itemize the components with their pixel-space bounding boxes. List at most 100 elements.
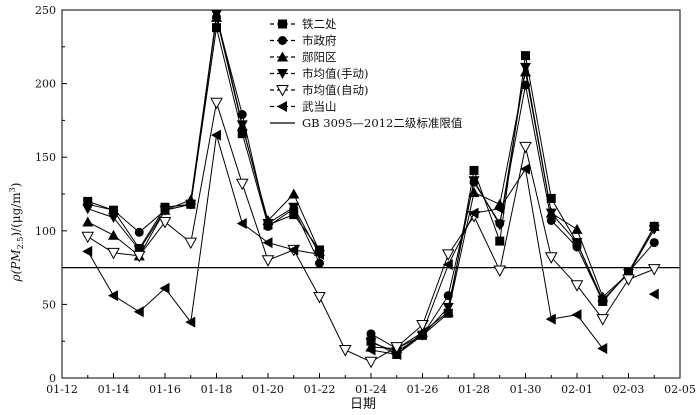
legend-item-7: GB 3095—2012二级标准限值 (270, 116, 463, 130)
legend-label: 市政府 (302, 34, 337, 48)
data-point (212, 23, 221, 33)
data-point (648, 288, 659, 300)
data-point (520, 62, 531, 73)
x-tick-label: 02-03 (613, 383, 645, 396)
data-point (545, 208, 557, 219)
data-point (469, 165, 479, 175)
data-point (262, 218, 274, 229)
data-point (521, 51, 530, 61)
data-point (82, 216, 94, 227)
data-point (571, 238, 583, 249)
legend-item-3: 郧阳区 (270, 50, 337, 64)
data-point (365, 338, 377, 349)
data-point (364, 356, 378, 369)
data-point (262, 237, 273, 249)
x-tick-label: 01-12 (46, 383, 78, 396)
series-3 (82, 11, 660, 354)
data-point (107, 247, 120, 260)
data-point (133, 306, 144, 318)
x-tick-label: 01-22 (304, 383, 336, 396)
data-point (236, 120, 248, 131)
series-line (87, 102, 655, 363)
legend-swatch-marker (277, 101, 287, 112)
legend-label: 郧阳区 (302, 50, 337, 64)
series-line (87, 134, 320, 324)
data-point (494, 203, 505, 215)
data-point (82, 204, 94, 215)
data-point (108, 229, 119, 240)
series-line (87, 17, 320, 257)
data-point (109, 205, 118, 215)
x-axis-label: 日期 (350, 397, 376, 412)
series-4 (82, 9, 660, 358)
data-point (261, 255, 275, 267)
data-point (158, 216, 172, 229)
series-1 (83, 23, 659, 359)
data-point (596, 314, 610, 326)
data-point (289, 210, 299, 220)
data-point (647, 264, 661, 276)
legend-label: 武当山 (302, 100, 337, 114)
data-point (570, 280, 584, 292)
data-point (365, 344, 376, 356)
legend-swatch-marker (278, 19, 287, 29)
y-tick-label: 250 (35, 4, 56, 17)
legend-item-2: 市政府 (270, 34, 337, 48)
data-point (441, 249, 455, 261)
data-point (390, 342, 404, 354)
x-tick-label: 01-18 (201, 383, 233, 396)
data-point (134, 227, 144, 237)
data-point (81, 231, 95, 244)
data-point (623, 268, 634, 279)
data-point (82, 245, 93, 257)
data-point (237, 129, 247, 139)
data-point (546, 193, 556, 203)
data-point (493, 265, 507, 278)
data-point (648, 224, 660, 235)
svg-text:ρ(PM2.5)/(μg/m3): ρ(PM2.5)/(μg/m3) (8, 183, 25, 283)
x-tick-label: 01-16 (149, 383, 181, 396)
legend-swatch-marker (278, 36, 287, 45)
series-line (370, 167, 604, 355)
data-point (468, 176, 480, 187)
series-2 (83, 12, 659, 354)
y-tick-label: 50 (42, 298, 56, 311)
data-point (597, 295, 609, 306)
data-point (366, 329, 376, 339)
legend-item-5: 市均值(自动) (270, 83, 368, 97)
data-point (184, 237, 198, 250)
data-point (468, 207, 479, 219)
data-point (288, 244, 299, 256)
data-point (236, 217, 247, 229)
data-point (235, 178, 249, 191)
series-line (87, 27, 320, 251)
y-tick-label: 200 (35, 78, 56, 91)
data-point (571, 223, 583, 234)
data-point (210, 97, 223, 110)
data-point (211, 129, 221, 141)
data-point (313, 292, 326, 304)
series-line (370, 55, 655, 355)
legend-item-1: 铁二处 (270, 17, 337, 31)
data-point (288, 202, 300, 213)
data-point (520, 163, 530, 175)
data-point (571, 309, 582, 321)
data-point (649, 238, 659, 248)
legend-label: 铁二处 (302, 17, 337, 31)
data-point (315, 258, 324, 268)
data-point (185, 199, 197, 210)
legend-item-6: 武当山 (270, 100, 337, 114)
y-tick-label: 0 (49, 372, 56, 385)
y-axis-label: ρ(PM2.5)/(μg/m3) (8, 183, 25, 283)
x-tick-label: 02-01 (561, 383, 593, 396)
legend-swatch-marker (277, 51, 288, 62)
legend-swatch-marker (277, 69, 288, 79)
y-tick-label: 100 (35, 225, 56, 238)
data-point (622, 274, 635, 286)
x-tick-label: 01-24 (355, 383, 387, 396)
data-point (519, 141, 532, 154)
data-point (108, 213, 119, 224)
x-tick-label: 01-30 (510, 383, 542, 396)
y-tick-label: 150 (35, 151, 56, 164)
data-point (494, 220, 506, 231)
